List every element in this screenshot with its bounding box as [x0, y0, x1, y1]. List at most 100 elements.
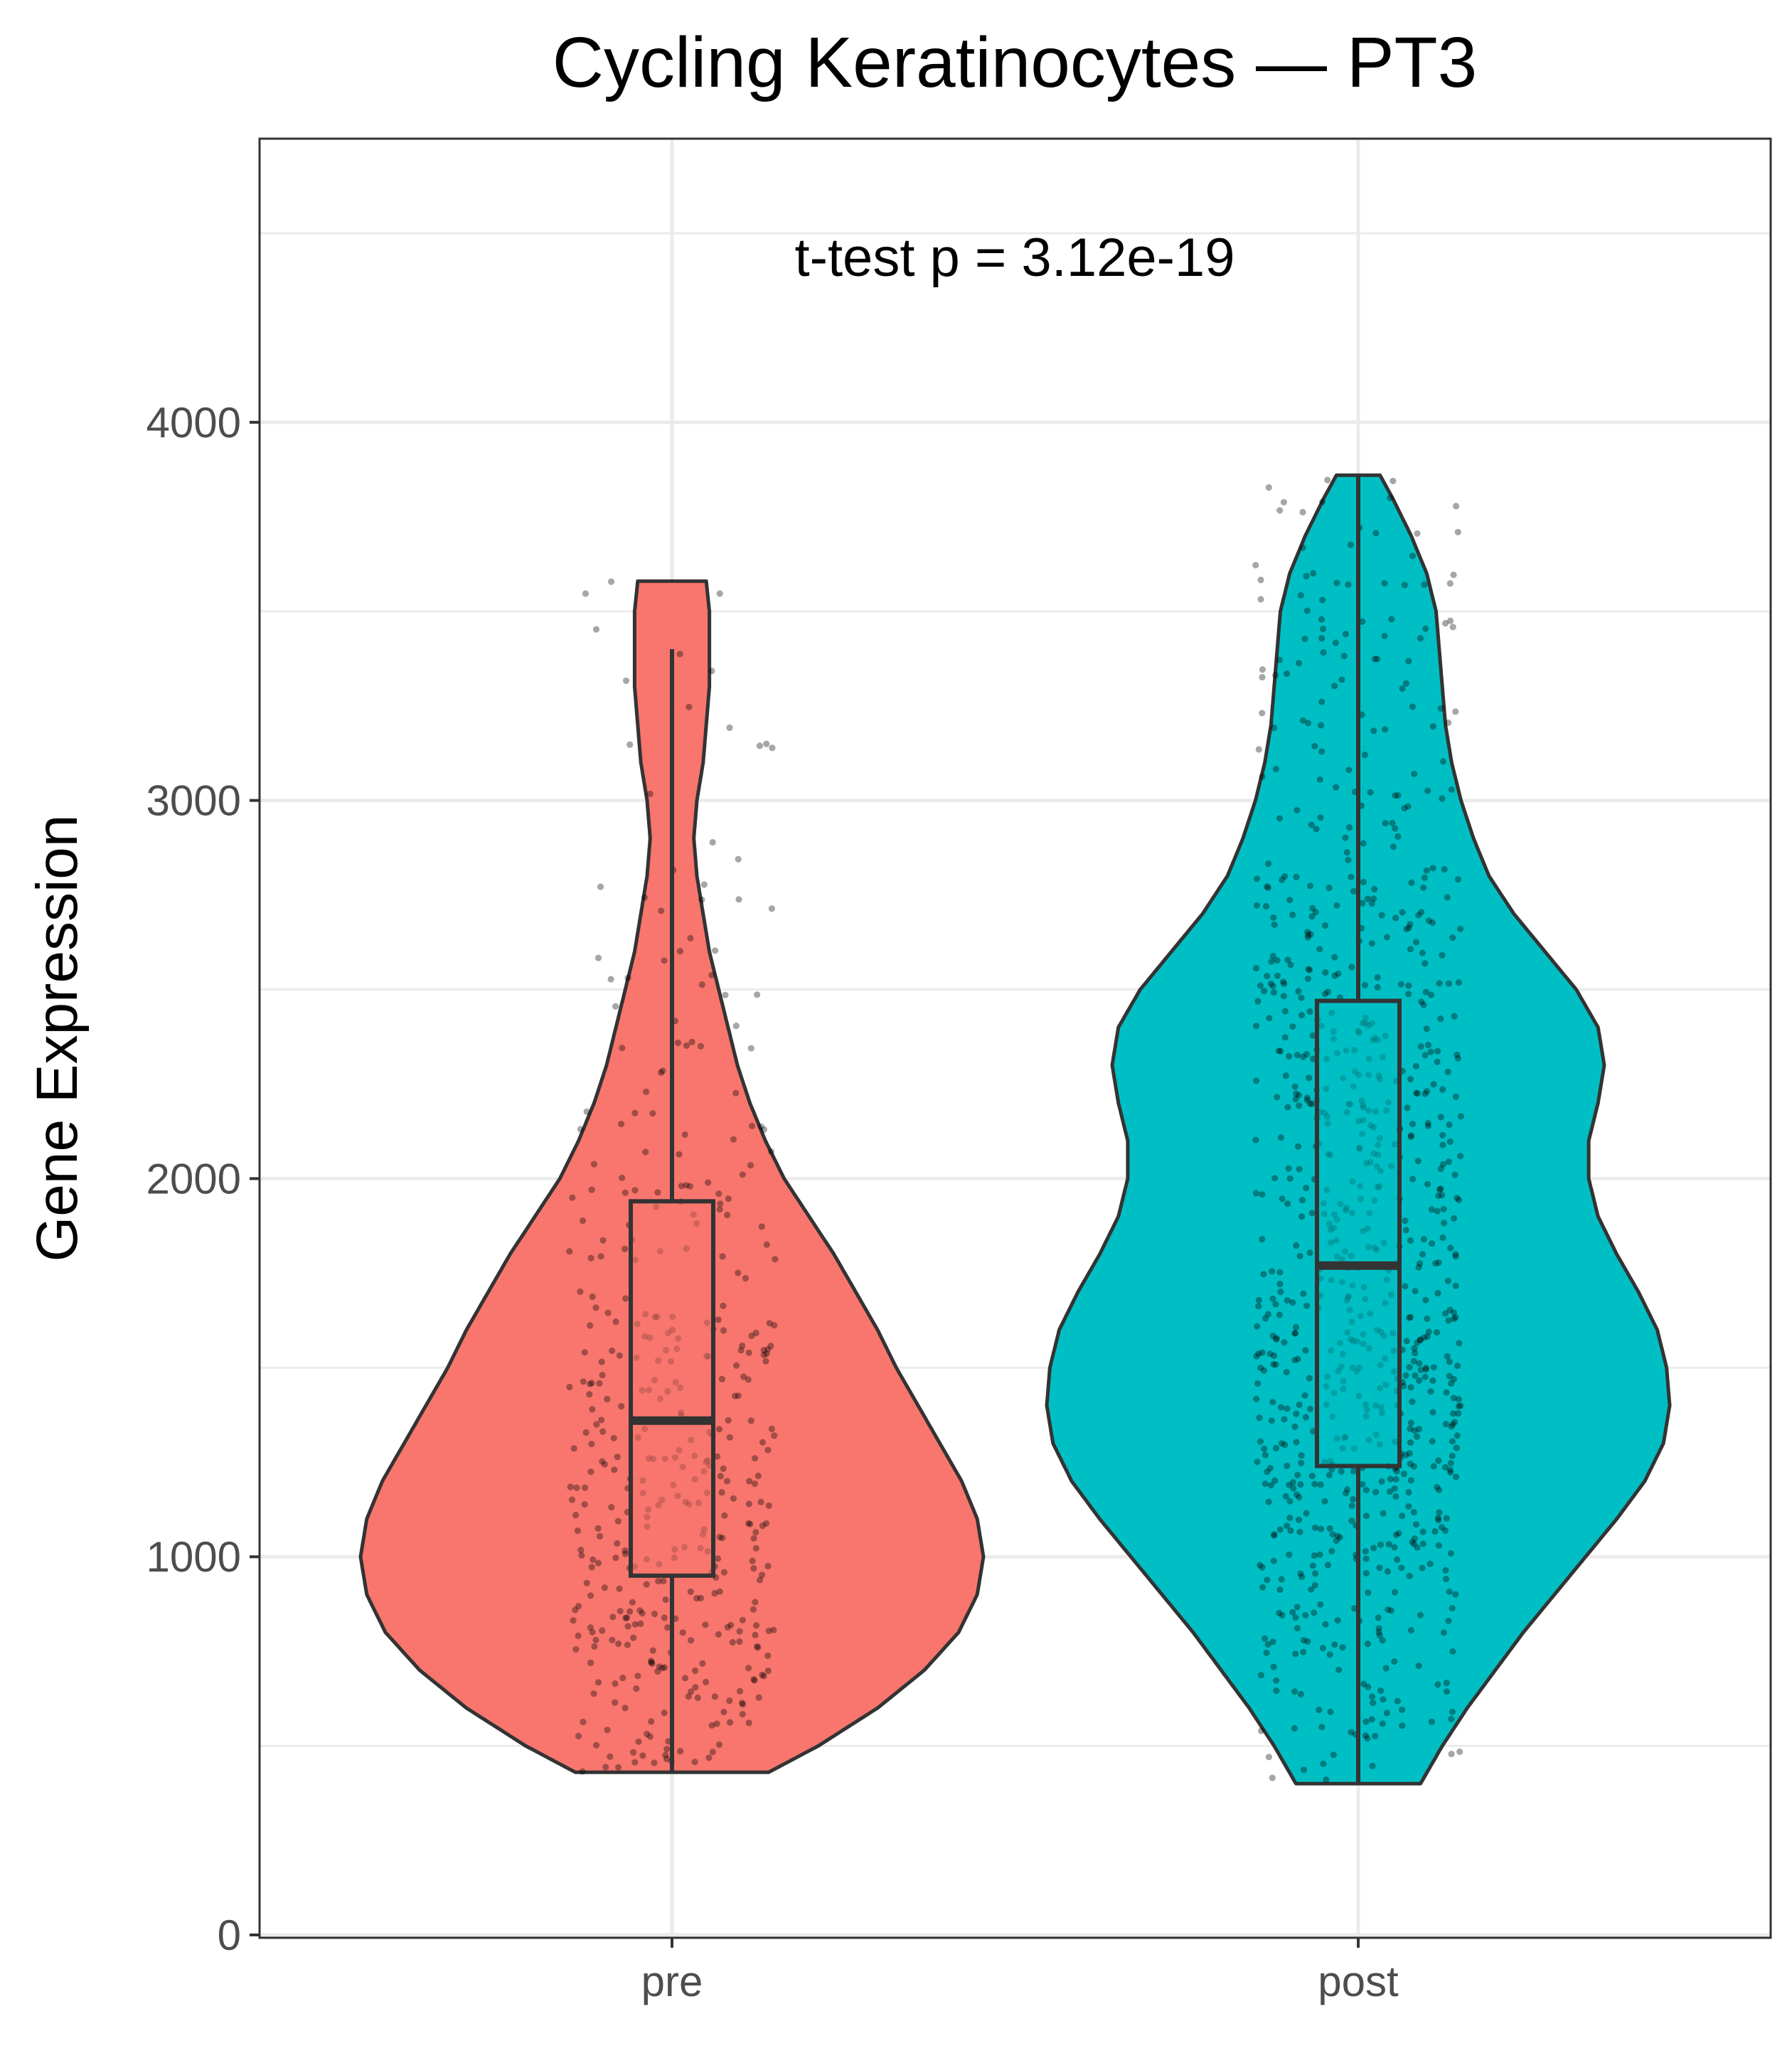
- data-point: [745, 1665, 752, 1672]
- data-point: [678, 1183, 685, 1190]
- data-point: [1266, 1350, 1274, 1358]
- data-point: [1425, 917, 1432, 924]
- data-point: [1281, 1008, 1289, 1015]
- data-point: [687, 934, 694, 942]
- data-point: [1437, 1015, 1444, 1023]
- data-point: [1294, 1625, 1301, 1632]
- data-point: [1446, 580, 1454, 587]
- data-point: [1449, 624, 1456, 631]
- data-point: [1289, 1023, 1296, 1030]
- data-point: [1316, 946, 1323, 953]
- data-point: [735, 855, 742, 863]
- data-point: [661, 1614, 668, 1621]
- data-point: [597, 883, 604, 890]
- data-point: [1435, 1542, 1442, 1549]
- data-point: [1342, 834, 1349, 841]
- data-point: [1387, 1607, 1394, 1614]
- data-point: [1448, 786, 1455, 793]
- data-point: [747, 1162, 754, 1169]
- data-point: [566, 1248, 573, 1255]
- data-point: [1444, 1277, 1451, 1284]
- data-point: [698, 896, 705, 903]
- data-point: [1348, 1729, 1355, 1736]
- x-tick-label-post: post: [1318, 1958, 1399, 2005]
- data-point: [754, 1644, 762, 1651]
- data-point: [755, 1694, 762, 1701]
- data-point: [756, 742, 763, 750]
- data-point: [1409, 1121, 1417, 1128]
- data-point: [1456, 1340, 1463, 1347]
- data-point: [590, 1690, 597, 1697]
- data-point: [1282, 1493, 1289, 1500]
- data-point: [1449, 1708, 1456, 1715]
- data-point: [1390, 843, 1397, 850]
- data-point: [1413, 1433, 1421, 1440]
- data-point: [1441, 1463, 1449, 1471]
- data-point: [1297, 1570, 1304, 1577]
- data-point: [758, 1223, 765, 1230]
- data-point: [614, 1454, 621, 1461]
- data-point: [692, 1667, 699, 1675]
- data-point: [1308, 1210, 1316, 1217]
- data-point: [732, 1392, 739, 1399]
- data-point: [1450, 1309, 1458, 1316]
- data-point: [718, 1375, 726, 1382]
- data-point: [1308, 1472, 1316, 1480]
- data-point: [759, 1522, 766, 1530]
- data-point: [596, 1380, 603, 1387]
- data-point: [1444, 1353, 1451, 1360]
- data-point: [1272, 1444, 1280, 1452]
- data-point: [1375, 1628, 1382, 1636]
- data-point: [1401, 805, 1408, 812]
- data-point: [663, 1746, 671, 1753]
- data-point: [1292, 1096, 1299, 1103]
- data-point: [1326, 1525, 1333, 1532]
- data-point: [1429, 1409, 1436, 1416]
- data-point: [1271, 1531, 1278, 1538]
- data-point: [1370, 727, 1377, 735]
- data-point: [639, 1752, 646, 1759]
- data-point: [1254, 1380, 1262, 1387]
- data-point: [1272, 1361, 1279, 1368]
- data-point: [1394, 833, 1402, 840]
- data-point: [759, 1572, 766, 1579]
- data-point: [1329, 1531, 1336, 1538]
- data-point: [1253, 902, 1260, 909]
- data-point: [592, 1742, 600, 1749]
- data-point: [1439, 1192, 1446, 1199]
- data-point: [1412, 939, 1420, 946]
- data-point: [1368, 1716, 1375, 1723]
- data-point: [1287, 961, 1294, 969]
- data-point: [1441, 1527, 1449, 1534]
- data-point: [1264, 1468, 1271, 1476]
- data-point: [1428, 1240, 1436, 1247]
- data-point: [1400, 1382, 1407, 1390]
- data-point: [1254, 1458, 1261, 1466]
- data-point: [745, 1719, 752, 1727]
- data-point: [1417, 1043, 1424, 1050]
- data-point: [676, 1151, 683, 1158]
- data-point: [1269, 1268, 1276, 1275]
- data-point: [616, 1585, 623, 1592]
- data-point: [694, 1694, 701, 1702]
- data-point: [1360, 878, 1367, 885]
- data-point: [1452, 1591, 1459, 1598]
- data-point: [724, 1623, 731, 1631]
- data-point: [1451, 1375, 1458, 1383]
- data-point: [1309, 905, 1316, 912]
- data-point: [1302, 1611, 1309, 1618]
- data-point: [1372, 1732, 1379, 1739]
- data-point: [1382, 819, 1389, 827]
- data-point: [1412, 1288, 1419, 1295]
- data-point: [1402, 1372, 1409, 1379]
- data-point: [1450, 1394, 1457, 1402]
- data-point: [1328, 1547, 1335, 1554]
- data-point: [1259, 1564, 1266, 1571]
- data-point: [1403, 925, 1410, 932]
- data-point: [735, 896, 742, 903]
- data-point: [1405, 1488, 1412, 1496]
- data-point: [1392, 914, 1399, 922]
- data-point: [725, 1195, 732, 1202]
- data-point: [1424, 1122, 1431, 1129]
